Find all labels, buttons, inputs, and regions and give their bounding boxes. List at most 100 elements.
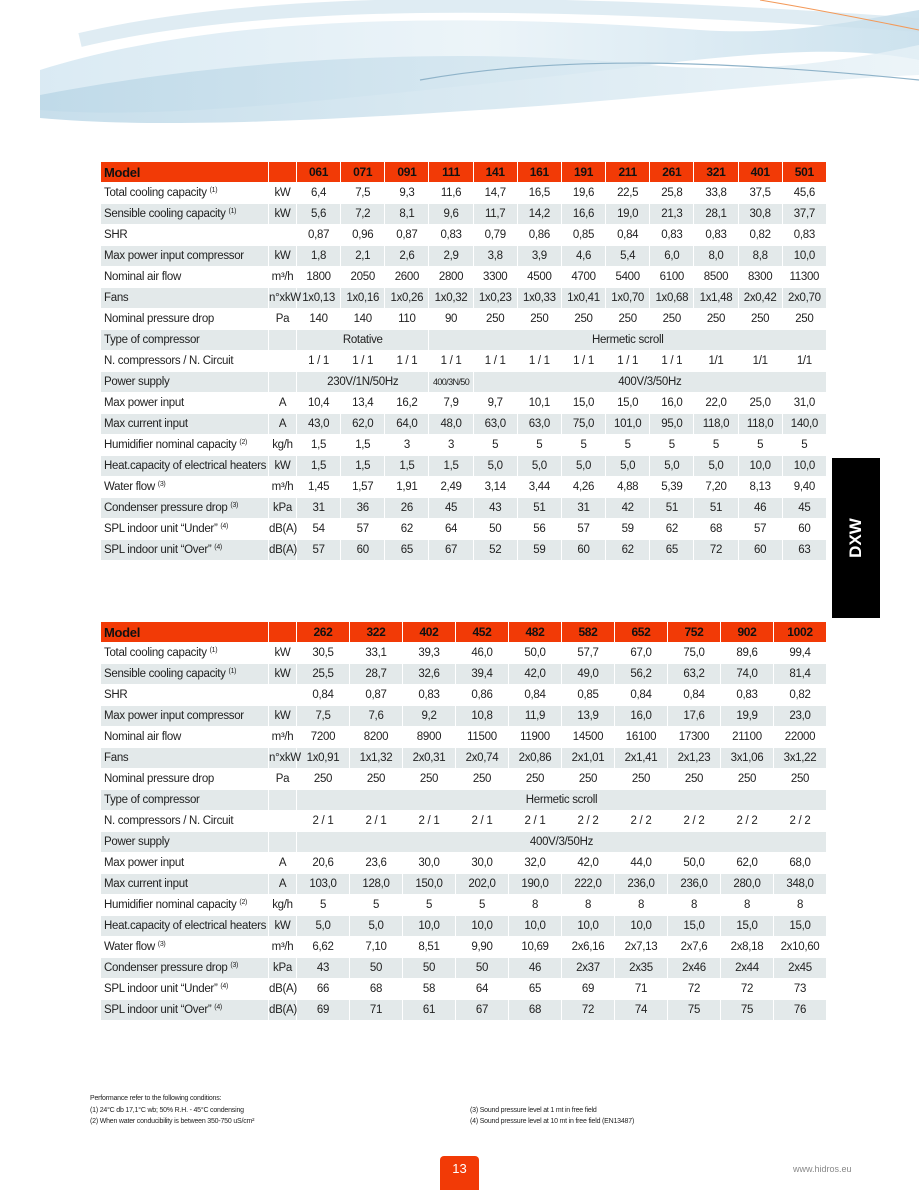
table-cell: 2x0,74 xyxy=(455,747,509,769)
table-cell: 3,14 xyxy=(472,476,518,498)
table-cell: 5 xyxy=(560,434,607,456)
table-cell: 118,0 xyxy=(693,413,739,435)
merged-cell: 400/3N/50 xyxy=(428,371,474,393)
table-cell: 13,9 xyxy=(561,705,615,727)
table-cell: 250 xyxy=(296,768,350,790)
table-cell: 50,0 xyxy=(667,852,721,874)
table-cell: 74,0 xyxy=(720,663,774,685)
row-label-text: Fans xyxy=(104,292,129,304)
table-cell: 250 xyxy=(605,308,651,330)
table-row: Max current input A 43,0 62,0 64,0 48,0 63,0 63… xyxy=(100,413,828,435)
table-cell: 63,0 xyxy=(516,413,562,435)
row-unit: m³/h xyxy=(268,476,297,498)
table-cell: 4500 xyxy=(516,266,562,288)
table-cell: 1,8 xyxy=(295,245,342,267)
table-cell: 22,0 xyxy=(693,392,739,414)
table-cell: 17300 xyxy=(667,726,721,748)
table-cell: 1,5 xyxy=(340,455,386,477)
table-cell: 2x8,18 xyxy=(720,936,774,958)
table-cell: 2 / 1 xyxy=(455,810,509,832)
table-cell: 250 xyxy=(773,768,827,790)
header-model: 262 xyxy=(296,621,350,643)
table-cell: 1x0,41 xyxy=(560,287,607,309)
table-cell: 8 xyxy=(614,894,668,916)
row-label: Max power input compressor xyxy=(100,245,269,267)
header-model: 902 xyxy=(720,621,774,643)
table-cell: 43 xyxy=(472,497,518,519)
table-cell: 1 / 1 xyxy=(649,350,695,372)
merged-cell: Hermetic scroll xyxy=(428,329,827,351)
spec-table-2: Model 262 322 402 452 482 582 652 752 902 1002 Tota… xyxy=(100,621,827,1021)
table-cell: 75 xyxy=(667,999,721,1021)
table-cell: 250 xyxy=(737,308,783,330)
table-cell: 16100 xyxy=(614,726,668,748)
header-model: 091 xyxy=(384,161,430,183)
website-link[interactable]: www.hidros.eu xyxy=(793,1164,852,1174)
table-cell: 14,2 xyxy=(516,203,562,225)
table-cell: 118,0 xyxy=(737,413,783,435)
row-label-text: Type of compressor xyxy=(104,334,200,346)
header-model: 1002 xyxy=(773,621,827,643)
table-cell: 9,2 xyxy=(402,705,456,727)
table-cell: 11,7 xyxy=(472,203,518,225)
table-cell: 31 xyxy=(295,497,342,519)
table-cell: 3x1,06 xyxy=(720,747,774,769)
table-cell: 58 xyxy=(402,978,456,1000)
table-cell: 59 xyxy=(516,539,562,561)
table-cell: 69 xyxy=(561,978,615,1000)
table-cell: 0,83 xyxy=(649,224,695,246)
table-cell: 202,0 xyxy=(455,873,509,895)
table-cell: 5,0 xyxy=(296,915,350,937)
table-cell: 25,8 xyxy=(649,182,695,204)
row-unit xyxy=(268,224,297,246)
table-cell: 0,86 xyxy=(455,684,509,706)
table-cell: 1x0,13 xyxy=(295,287,342,309)
table-cell: 0,87 xyxy=(295,224,342,246)
table-cell: 57,7 xyxy=(561,642,615,664)
table-cell: 28,1 xyxy=(693,203,739,225)
row-unit xyxy=(268,684,297,706)
table-cell: 71 xyxy=(614,978,668,1000)
table-cell: 15,0 xyxy=(720,915,774,937)
table-cell: 150,0 xyxy=(402,873,456,895)
row-label-text: SPL indoor unit “Under” xyxy=(104,523,218,535)
table-cell: 1/1 xyxy=(693,350,739,372)
table-cell: 1x0,91 xyxy=(296,747,350,769)
table-cell: 10,0 xyxy=(614,915,668,937)
header-model: 161 xyxy=(516,161,562,183)
header-model: 321 xyxy=(693,161,739,183)
table-cell: 8,8 xyxy=(737,245,783,267)
table-cell: 64 xyxy=(428,518,474,540)
table-cell: 11,6 xyxy=(428,182,474,204)
table-cell: 250 xyxy=(667,768,721,790)
footnote-2: (2) When water conducibility is between … xyxy=(90,1118,255,1125)
table-cell: 30,8 xyxy=(737,203,783,225)
table-cell: 25,5 xyxy=(296,663,350,685)
table-cell: 140 xyxy=(295,308,342,330)
table-cell: 2x44 xyxy=(720,957,774,979)
table-cell: 13,4 xyxy=(340,392,386,414)
table-cell: 52 xyxy=(472,539,518,561)
merged-cell: 400V/3/50Hz xyxy=(472,371,828,393)
table-cell: 0,85 xyxy=(560,224,607,246)
row-unit: Pa xyxy=(268,768,297,790)
table-cell: 250 xyxy=(508,768,562,790)
row-label-text: Condenser pressure drop xyxy=(104,962,228,974)
footnote-ref: (3) xyxy=(230,962,239,969)
table-cell: 0,84 xyxy=(667,684,721,706)
footnote-ref: (1) xyxy=(209,187,218,194)
table-cell: 62 xyxy=(384,518,430,540)
table-cell: 1x0,33 xyxy=(516,287,562,309)
table-cell: 71 xyxy=(349,999,403,1021)
table-cell: 3 xyxy=(428,434,474,456)
table-cell: 11500 xyxy=(455,726,509,748)
table-row: Max power input A 20,6 23,6 30,0 30,0 32,0 42,0… xyxy=(100,852,827,874)
table-cell: 72 xyxy=(693,539,739,561)
table-cell: 7,10 xyxy=(349,936,403,958)
table-cell: 1 / 1 xyxy=(516,350,562,372)
table-cell: 7,2 xyxy=(340,203,386,225)
table-cell: 2x10,60 xyxy=(773,936,827,958)
table-cell: 103,0 xyxy=(296,873,350,895)
header-model-label: Model xyxy=(100,161,269,183)
row-label-text: Humidifier nominal capacity xyxy=(104,899,237,911)
